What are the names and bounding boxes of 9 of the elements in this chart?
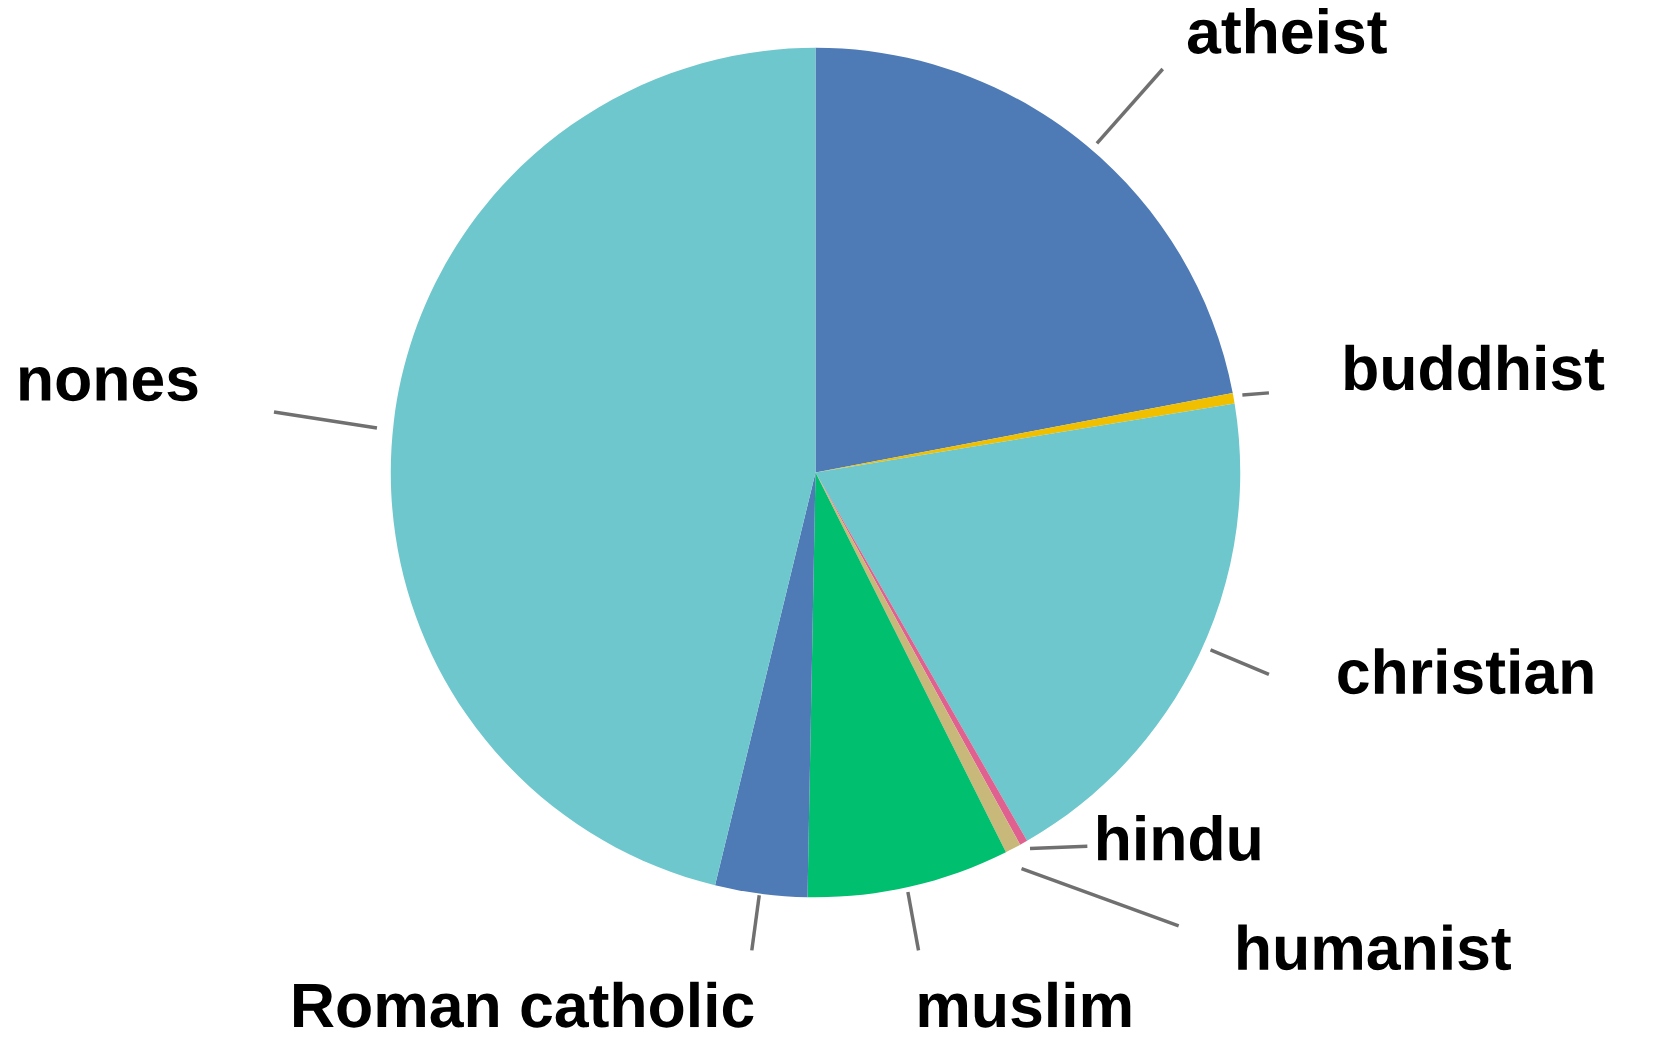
slice-label: atheist (1187, 8, 1387, 54)
slice-label: Roman catholic (294, 981, 754, 1028)
slice-label: muslim (919, 981, 1131, 1028)
slice-label: nones (20, 366, 198, 402)
slice-label: humanist (1238, 924, 1511, 971)
slice-label: hindu (1098, 815, 1260, 861)
slice-label: buddhist (1345, 344, 1605, 391)
slice-label: christian (1338, 648, 1593, 695)
pie-slice (807, 472, 1006, 898)
